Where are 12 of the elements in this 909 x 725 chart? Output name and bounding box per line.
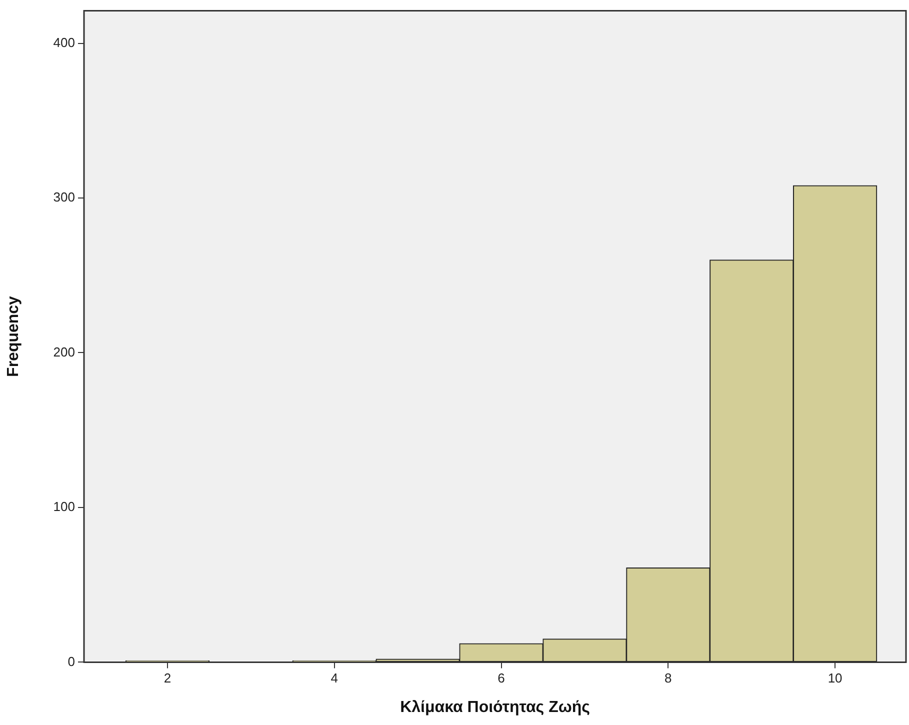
y-axis-title: Frequency bbox=[5, 296, 22, 377]
y-tick-label: 300 bbox=[53, 190, 75, 205]
x-tick-label: 2 bbox=[164, 670, 172, 686]
x-tick-label: 6 bbox=[498, 670, 505, 686]
x-axis-title: Κλίμακα Ποιότητας Ζωής bbox=[400, 698, 590, 716]
y-tick-label: 100 bbox=[53, 499, 75, 514]
x-tick-label: 4 bbox=[330, 670, 338, 686]
y-tick-label: 400 bbox=[53, 34, 75, 50]
y-tick-label: 200 bbox=[53, 344, 75, 360]
x-tick-label: 8 bbox=[664, 670, 672, 686]
x-tick-label: 10 bbox=[828, 670, 842, 686]
y-tick-label: 0 bbox=[68, 654, 75, 669]
